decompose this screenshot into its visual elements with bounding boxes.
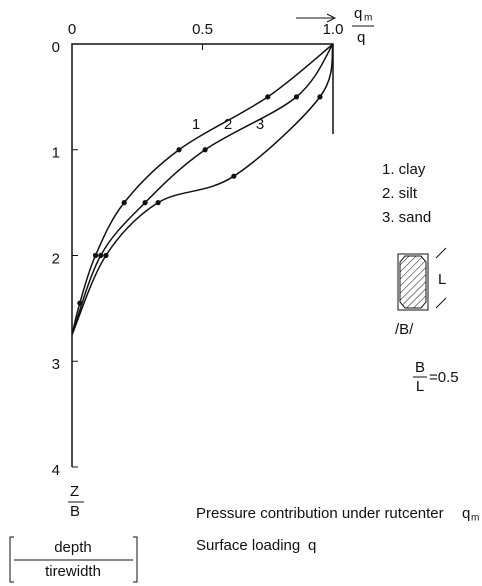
point — [98, 252, 104, 259]
legend-entry: 2. silt — [382, 185, 418, 202]
axis-labels: q m q Z B depth tirewidth Pressure contr… — [9, 5, 479, 583]
legend-entry: 3. sand — [382, 209, 431, 226]
y-label-num: Z — [70, 483, 79, 500]
y-bracket-num: depth — [54, 539, 92, 556]
tire-l: L — [438, 271, 446, 288]
point — [92, 252, 99, 259]
y-tick-label: 1 — [52, 145, 60, 162]
note-1-sub: m — [471, 513, 479, 524]
curve-label: 1 — [192, 116, 200, 133]
tire-b: /B/ — [395, 321, 414, 338]
y-label-den: B — [70, 503, 80, 520]
note-2-symbol: q — [308, 537, 316, 554]
x-label-num: q — [354, 5, 362, 22]
x-label-sub: m — [364, 13, 372, 24]
y-bracket-den: tirewidth — [45, 563, 101, 580]
x-tick-label: 0 — [68, 21, 76, 38]
tire-diagram: L /B/ B L =0.5 — [395, 247, 459, 395]
y-tick-label: 4 — [52, 462, 60, 479]
note-1-symbol: q — [462, 505, 470, 522]
ratio-num: B — [415, 359, 425, 376]
point — [202, 147, 208, 153]
note-1: Pressure contribution under rutcenter — [196, 505, 444, 522]
y-tick-label: 2 — [52, 250, 60, 267]
point — [103, 252, 109, 259]
curve-label: 3 — [256, 116, 264, 133]
y-tick-label: 3 — [52, 356, 60, 373]
note-2: Surface loading — [196, 537, 300, 554]
axes — [71, 43, 334, 467]
point — [121, 200, 127, 206]
point — [176, 147, 182, 153]
curve — [71, 43, 334, 336]
curve — [71, 43, 334, 336]
point — [231, 173, 237, 179]
ratio-value: =0.5 — [429, 369, 459, 386]
x-tick-label: 1.0 — [323, 21, 344, 38]
point — [317, 94, 323, 100]
point — [265, 94, 271, 100]
point — [293, 94, 300, 100]
y-tick-label: 0 — [52, 39, 60, 56]
legend-entry: 1. clay — [382, 161, 426, 178]
ratio-den: L — [416, 378, 424, 395]
curve-label: 2 — [224, 116, 232, 133]
point — [155, 200, 161, 206]
x-label-den: q — [357, 29, 365, 46]
point — [142, 200, 148, 206]
x-tick-label: 0.5 — [192, 21, 213, 38]
